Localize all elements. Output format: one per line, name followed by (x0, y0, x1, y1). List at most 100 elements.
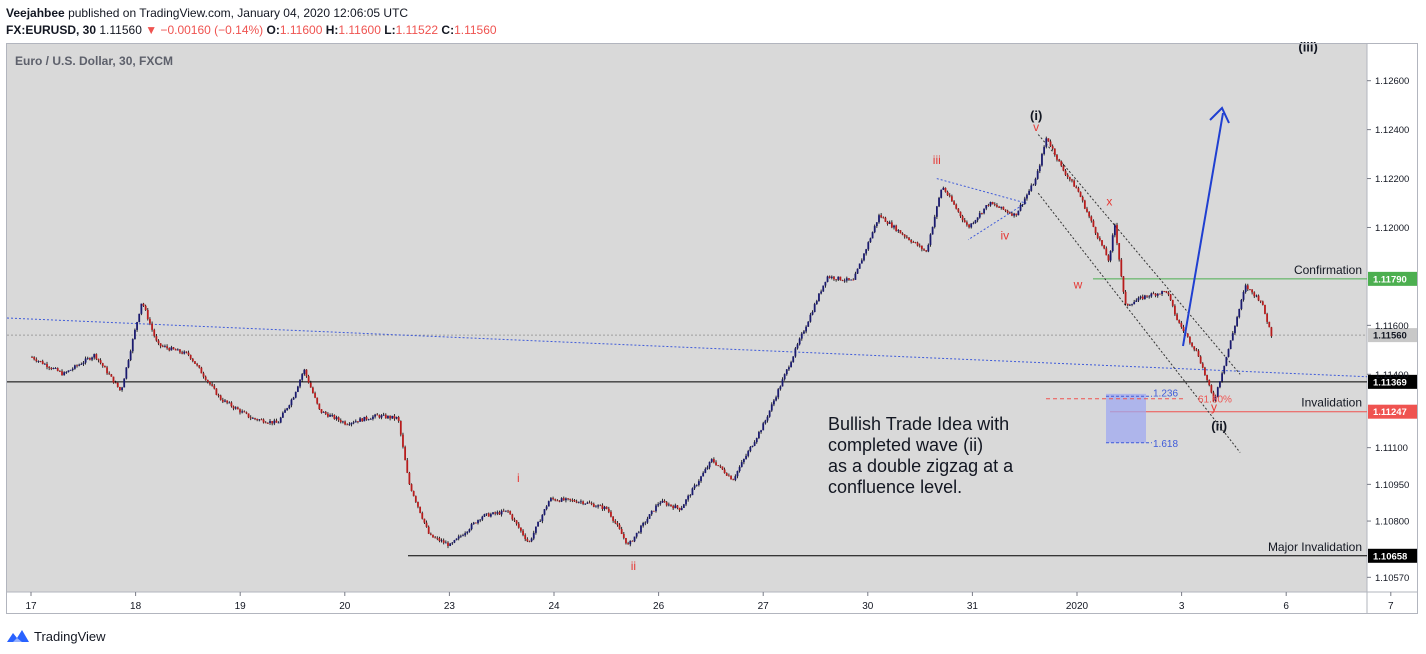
candle-body (312, 387, 314, 394)
candle-body (374, 414, 376, 417)
candle-body (369, 418, 372, 420)
candle-body (1002, 206, 1005, 210)
price-tag-label: 1.11790 (1373, 274, 1407, 285)
tradingview-logo-icon[interactable] (6, 628, 30, 644)
candle-body (845, 278, 848, 281)
candle-body (262, 419, 265, 423)
candle-body (601, 505, 604, 509)
candle-body (189, 354, 192, 359)
candle-body (200, 367, 203, 374)
candle-body (1051, 146, 1054, 149)
candle-body (918, 245, 921, 247)
candle-body (1101, 240, 1103, 246)
candle-body (929, 234, 932, 245)
candle-body (423, 518, 426, 523)
candle-body (543, 509, 546, 515)
candle-body (1257, 295, 1260, 301)
candle-body (1193, 346, 1196, 350)
candle-body (1148, 296, 1151, 298)
price-tag (1368, 271, 1417, 286)
annotation-line: Bullish Trade Idea with (828, 414, 1009, 434)
candle-body (938, 197, 940, 207)
candle-body (768, 410, 771, 417)
candle-body (1253, 292, 1256, 297)
channel-lower[interactable] (1037, 192, 1241, 453)
candle-body (841, 280, 844, 281)
candle-body (367, 419, 370, 421)
candle-body (365, 416, 368, 420)
candle-body (33, 357, 36, 360)
price-axis[interactable] (1367, 44, 1418, 592)
last-price: 1.11560 (99, 23, 142, 37)
candle-body (659, 502, 662, 505)
candle-body (455, 538, 458, 541)
candle-body (234, 407, 237, 409)
candle-body (963, 220, 966, 223)
candle-body (1169, 294, 1172, 300)
candle-body (97, 358, 100, 361)
candle-body (1204, 367, 1206, 375)
candle-body (882, 217, 885, 219)
plot-area[interactable] (7, 44, 1367, 592)
x-tick-label: 7 (1388, 601, 1394, 612)
trendline-dotted[interactable] (6, 317, 1368, 378)
candle-body (303, 369, 306, 375)
candle-body (451, 542, 454, 544)
candle-body (286, 408, 289, 411)
candle-body (667, 504, 670, 506)
candle-body (1026, 194, 1028, 199)
candle-body (839, 276, 842, 281)
candle-body (206, 380, 209, 382)
forecast-arrow[interactable] (1182, 112, 1224, 347)
candle-body (88, 358, 91, 360)
candle-body (204, 376, 207, 381)
candle-body (391, 415, 394, 419)
candle-body (537, 521, 539, 527)
candle-body (232, 406, 235, 409)
author-name[interactable]: Veejahbee (6, 6, 65, 20)
candle-body (745, 455, 747, 459)
candle-body (258, 419, 261, 421)
candle-body (1225, 356, 1228, 366)
candle-body (149, 319, 151, 324)
candle-body (689, 495, 692, 496)
candle-body (727, 475, 730, 477)
candle-body (935, 206, 938, 217)
candle-body (363, 416, 366, 422)
x-tick-label: 27 (758, 601, 770, 612)
candle-body (76, 365, 78, 367)
candle-body (449, 543, 452, 546)
candle-body (1234, 325, 1236, 334)
candle-body (732, 479, 735, 481)
candle-body (511, 514, 514, 520)
candle-body (670, 504, 672, 507)
candle-body (101, 363, 104, 367)
candle-body (1167, 292, 1170, 295)
candle-body (824, 281, 827, 286)
candle-body (605, 506, 608, 509)
candle-body (848, 278, 850, 280)
candle-body (425, 522, 428, 527)
candle-body (530, 538, 533, 542)
candle-body (863, 253, 865, 261)
candle-body (95, 354, 98, 359)
candle-body (327, 413, 329, 417)
candle-body (974, 220, 977, 224)
candle-body (1017, 210, 1020, 216)
candle-body (599, 505, 602, 507)
candle-body (419, 506, 422, 513)
candle-body (194, 361, 196, 364)
time-axis[interactable] (7, 592, 1418, 614)
candle-body (818, 293, 820, 302)
candle-body (157, 340, 160, 344)
candle-body (1103, 245, 1106, 249)
candle-body (485, 513, 488, 515)
candle-body (494, 512, 497, 514)
candle-body (1098, 238, 1101, 241)
channel-upper[interactable] (1037, 134, 1241, 375)
fib-zone[interactable] (1106, 393, 1146, 443)
tradingview-brand[interactable]: TradingView (34, 628, 106, 644)
candle-body (700, 476, 702, 482)
candle-body (406, 460, 409, 473)
